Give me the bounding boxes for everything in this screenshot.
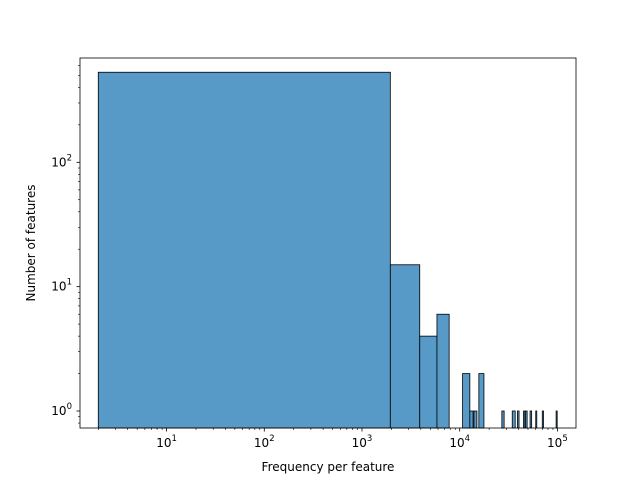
histogram-bar [511,410,516,429]
histogram-bar [523,410,526,429]
histogram-bar [541,410,544,429]
histogram-bar [524,410,528,429]
histogram-bar [529,410,533,429]
y-tick-label: 102 [51,153,72,169]
y-tick-label: 101 [51,278,72,294]
x-tick-label: 103 [352,434,373,450]
x-tick-label: 104 [449,434,470,450]
y-axis-label: Number of features [24,185,38,302]
y-axis-ticks: 100 101 102 [51,65,80,424]
histogram-bar [436,313,450,429]
histogram-bar [97,71,391,429]
histogram-bars [97,71,558,429]
y-tick-label: 100 [51,402,72,418]
histogram-bar [462,373,471,429]
x-tick-label: 105 [547,434,568,450]
x-axis-label: Frequency per feature [262,460,395,474]
x-tick-label: 101 [156,434,177,450]
histogram-bar [469,410,474,429]
x-tick-label: 102 [254,434,275,450]
histogram-bar [501,410,505,429]
histogram-bar [389,264,421,429]
plot-frame [79,57,577,429]
histogram-bar [555,410,558,429]
histogram-bar [478,373,485,429]
histogram-bar [419,335,438,429]
x-axis-ticks: 101 102 103 104 105 [97,428,568,450]
histogram-bar [535,410,538,429]
histogram-bar [517,410,520,429]
histogram-bar [473,410,478,429]
